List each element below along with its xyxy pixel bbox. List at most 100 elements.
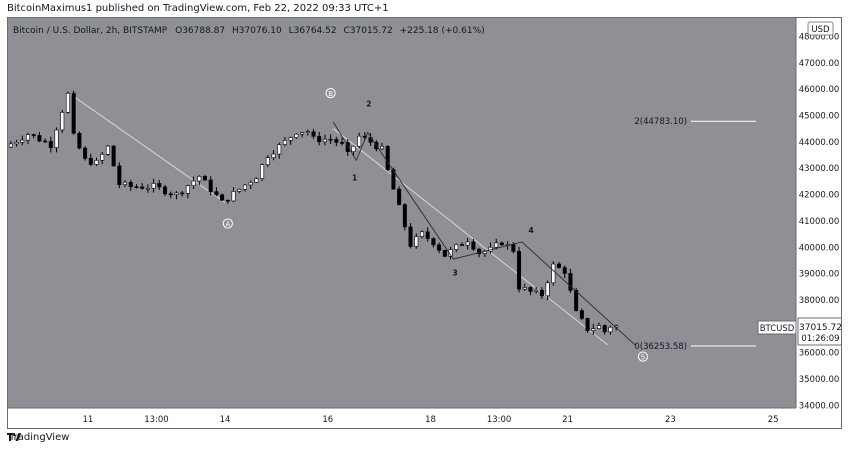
price-tick-label: 43000.00 [799,164,840,174]
candle-body [431,238,436,246]
price-tag [797,317,841,346]
candle-body [477,248,482,254]
symbol-tag [757,320,797,335]
candle-body [163,186,168,195]
candle-body [197,176,202,182]
wave-label: 3 [452,268,457,277]
candle-body [174,192,179,195]
header-bar: BitcoinMaximus1 published on TradingView… [0,0,850,17]
price-tick-label: 40000.00 [799,243,840,253]
candle-body [271,153,276,159]
candle-body [574,290,579,311]
time-tick-label: 25 [768,415,779,425]
price-axis-panel[interactable] [796,18,842,429]
trendline [333,128,608,346]
candle-body [402,204,407,228]
candle-body [151,183,156,189]
price-tick-label: 46000.00 [799,85,840,95]
candle-body [128,181,133,187]
ohlc-c-label: C [343,26,349,36]
candle-body [231,191,236,202]
candle-body [294,133,299,138]
ohlc-legend: Bitcoin / U.S. Dollar, 2h, BITSTAMP O367… [13,26,485,36]
candle-body [88,158,93,165]
price-tick-label: 48000.00 [799,32,840,42]
candle-body [265,157,270,166]
candle-body [494,242,499,248]
wave-label: B [328,90,333,98]
candle-body [568,273,573,291]
price-tick-label: 42000.00 [799,191,840,201]
candle-body [362,135,367,138]
candle-body [391,169,396,190]
candle-body [214,191,219,196]
candle-body [345,142,350,152]
wave-label-circle [637,351,649,362]
candle-body [31,134,36,136]
candle-body [157,183,162,188]
candle-body [300,132,305,135]
candle-body [25,134,30,141]
candle-body [305,131,310,134]
candle-body [551,263,556,284]
candle-body [242,184,247,190]
candle-body [528,287,533,292]
candle-body [442,249,447,257]
candle-body [437,244,442,251]
price-tick-label: 41000.00 [799,217,840,227]
candle-body [60,112,65,131]
time-tick-label: 11 [83,415,94,425]
candle-body [8,143,13,148]
time-tick-label: 14 [220,415,231,425]
ohlc-h-label: H [232,26,239,36]
candle-body [225,199,230,202]
candle-body [465,241,470,246]
candle-body [351,145,356,152]
fib-level-label: 2(44783.10) [634,117,687,127]
candle-body [71,92,76,134]
candle-body [191,180,196,187]
candle-body [317,136,322,143]
wave-polyline [333,121,637,347]
candle-body [185,185,190,194]
currency-label: USD [811,25,830,35]
candle-body [123,181,128,185]
ohlc-change: +225.18 (+0.61%) [400,26,485,36]
candle-body [180,192,185,195]
price-tick-label: 39000.00 [799,270,840,280]
candle-body [459,244,464,246]
candle-body [48,141,53,148]
ohlc-o-label: O [175,26,182,36]
candle-body [517,251,522,290]
wave-label: 1 [352,173,357,182]
candles [8,90,619,335]
candle-body [608,326,613,333]
symbol-tag-label: BTCUSD [760,324,795,334]
candle-body [522,287,527,290]
candle-body [596,325,601,329]
tradingview-logo-icon [7,433,21,441]
candle-body [385,146,390,170]
time-axis-panel[interactable] [8,408,796,429]
candle-body [499,242,504,246]
candle-body [602,325,607,333]
candle-body [340,142,345,144]
candle-body [134,186,139,188]
ohlc-open-value: 36788.87 [182,26,225,36]
candle-body [414,236,419,247]
price-tick-label: 47000.00 [799,59,840,69]
candle-body [585,318,590,332]
currency-badge[interactable] [807,21,834,36]
wave-label-circle [325,88,336,99]
time-tick-label: 13:00 [487,415,512,425]
wave-labels: A B 1 2 3 4 5 [222,88,649,362]
candle-body [334,139,339,143]
time-tick-label: 18 [425,415,436,425]
wave-label: A [225,220,230,228]
time-tick-label: 23 [665,415,676,425]
candle-body [311,131,316,137]
wave-label-circle [222,218,233,229]
